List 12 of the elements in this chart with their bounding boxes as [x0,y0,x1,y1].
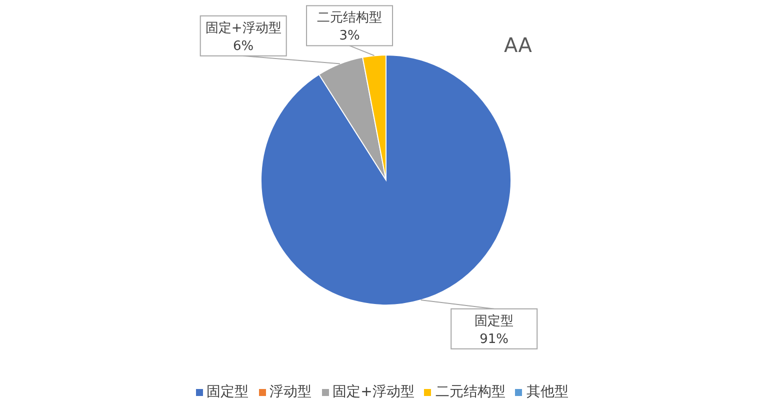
data-label: 6% [233,38,254,54]
text: AA [504,33,532,57]
data-label: 3% [339,28,360,44]
legend-label: 固定型 [206,384,249,400]
legend-label: 其他型 [526,384,568,400]
legend-label: 固定+浮动型 [332,384,414,400]
data-label: 91% [480,332,509,347]
legend-label: 二元结构型 [435,384,506,400]
legend-label: 浮动型 [270,384,312,400]
slice-label: 固定型 [474,314,514,329]
slice-label: 固定+浮动型 [205,20,282,36]
slice-label: 二元结构型 [317,10,382,26]
